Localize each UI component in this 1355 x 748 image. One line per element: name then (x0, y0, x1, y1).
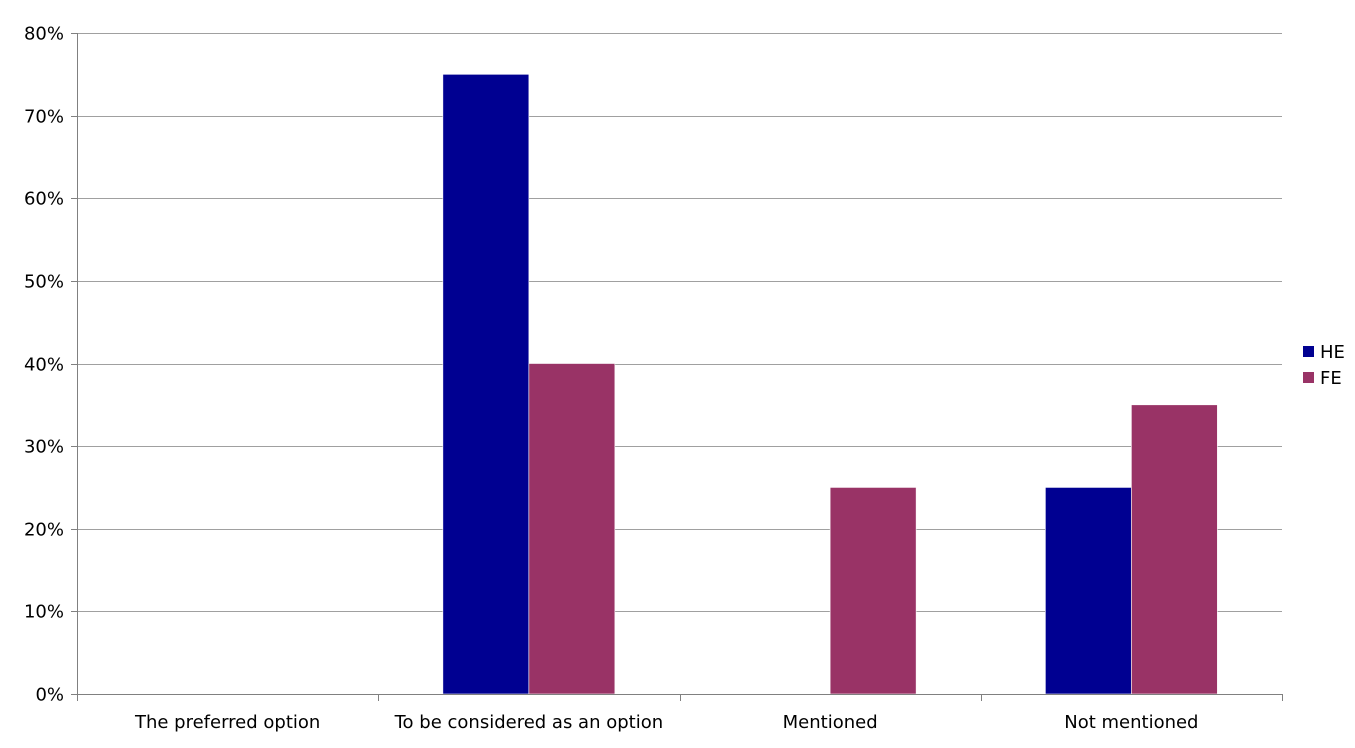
x-category-label: To be considered as an option (394, 712, 664, 733)
x-category-label: The preferred option (134, 712, 320, 733)
bar-fe-3 (1131, 404, 1218, 695)
legend-swatch (1303, 346, 1314, 357)
x-axis-category-labels: The preferred option To be considered as … (134, 712, 1199, 733)
y-tick-label: 10% (24, 602, 64, 623)
bar-fe-2 (829, 487, 917, 695)
y-tick-label: 70% (24, 107, 64, 128)
y-tick-label: 80% (24, 24, 64, 45)
y-tick-label: 20% (24, 520, 64, 541)
bar-he-1 (442, 74, 530, 695)
y-tick-label: 60% (24, 189, 64, 210)
bar-he-3 (1045, 487, 1132, 695)
legend-label: FE (1320, 368, 1342, 389)
y-axis-tick-labels: 0% 10% 20% 30% 40% 50% 60% 70% 80% (24, 24, 64, 706)
legend-label: HE (1320, 342, 1345, 363)
y-tick-label: 40% (24, 355, 64, 376)
y-tick-label: 0% (35, 685, 64, 706)
y-tick-label: 30% (24, 437, 64, 458)
y-tick-label: 50% (24, 272, 64, 293)
legend-swatch (1303, 372, 1314, 383)
legend: HE FE (1303, 342, 1345, 389)
grid-lines (77, 33, 1282, 612)
axes (71, 33, 1283, 701)
x-category-label: Not mentioned (1064, 712, 1198, 733)
bars (442, 74, 1218, 695)
x-category-label: Mentioned (783, 712, 878, 733)
bar-fe-1 (528, 363, 616, 695)
